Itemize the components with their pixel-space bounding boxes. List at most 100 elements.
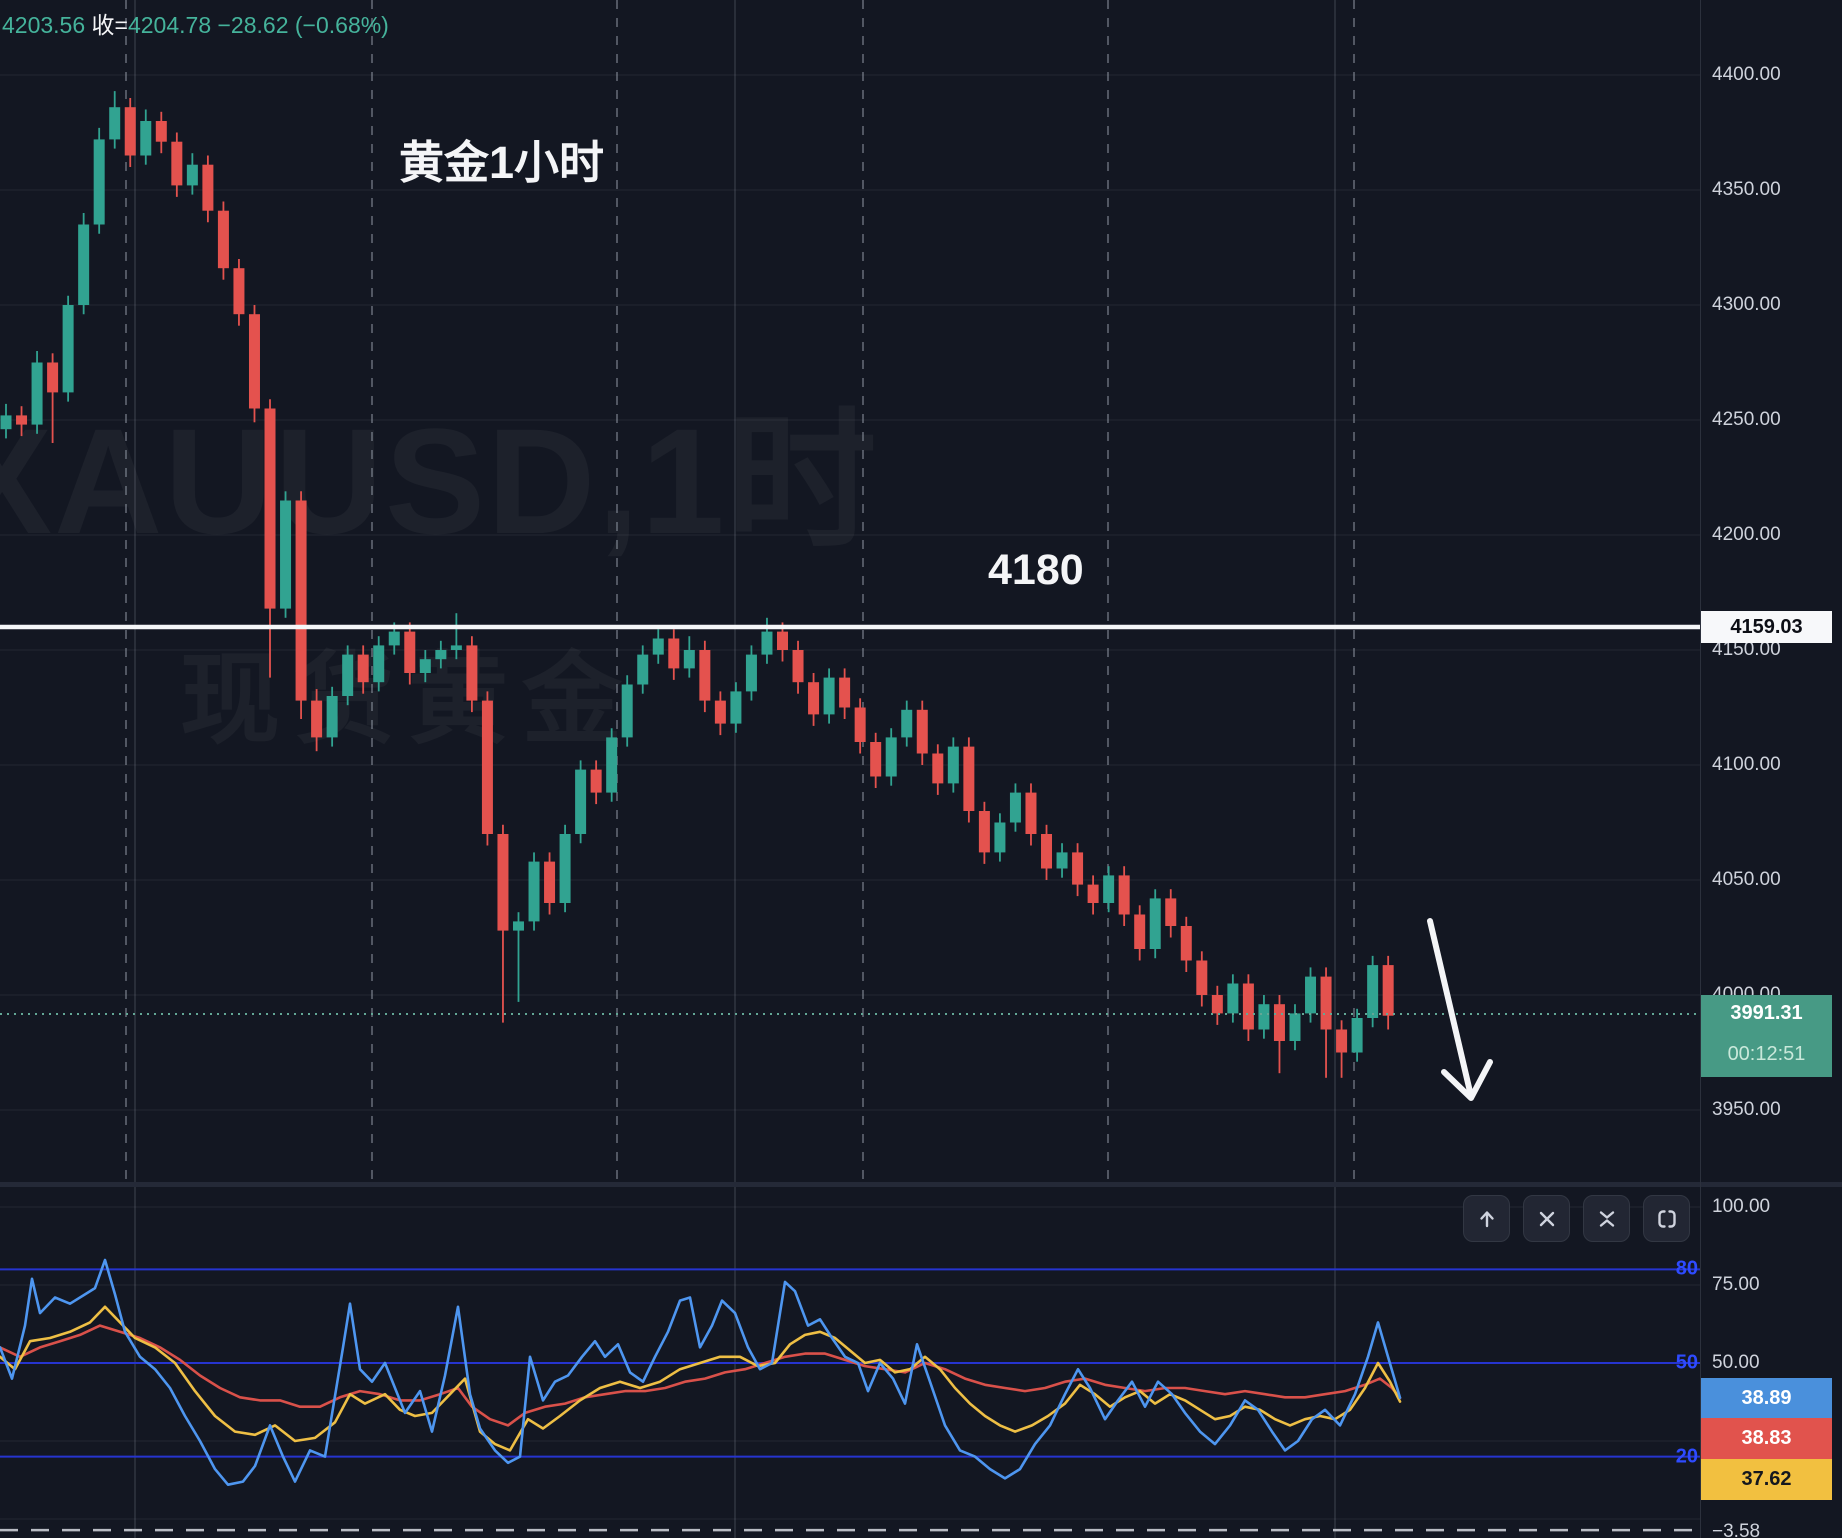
close-icon — [1539, 1211, 1554, 1226]
candle-body — [1258, 1004, 1270, 1030]
candle-body — [808, 682, 820, 715]
candle-body — [217, 210, 229, 269]
candle-body — [1041, 834, 1053, 869]
candle-body — [854, 707, 866, 742]
candle-body — [590, 769, 602, 793]
candle-body — [357, 654, 369, 683]
rsi-fast-blue-line — [0, 1258, 1402, 1486]
candle-body — [1242, 983, 1254, 1030]
indicator-level-label: 50 — [1675, 1351, 1698, 1374]
candle-body — [1273, 1004, 1285, 1041]
candle-body — [637, 654, 649, 685]
candle-body — [466, 645, 478, 701]
candle-body — [714, 700, 726, 724]
candle-body — [792, 650, 804, 683]
candle-body — [1305, 976, 1317, 1014]
candle-body — [481, 700, 493, 834]
candle-body — [202, 164, 214, 211]
ohlc-legend-part: 4204.78 — [127, 12, 218, 38]
candle-body — [373, 645, 385, 683]
candle-body — [606, 737, 618, 793]
candle-body — [1165, 898, 1177, 926]
ohlc-legend-part: −28.62 (−0.68%) — [217, 12, 389, 38]
candle-body — [1025, 792, 1037, 834]
rsi-signal-red-line — [0, 1324, 1402, 1427]
move-pane-up-button[interactable] — [1463, 1195, 1510, 1242]
collapse-pane-button[interactable] — [1583, 1195, 1630, 1242]
price-line-value-badge: 4159.03 — [1701, 611, 1832, 643]
close-pane-button[interactable] — [1523, 1195, 1570, 1242]
candle-body — [885, 737, 897, 777]
indicator-axis-label: −3.58 — [1712, 1521, 1761, 1538]
candle-body — [978, 811, 990, 853]
candle-body — [621, 684, 633, 738]
candle-body — [544, 861, 556, 903]
candle-body — [777, 631, 788, 650]
price-scale-divider — [1700, 0, 1701, 1538]
candle-body — [668, 638, 680, 669]
candle-body — [761, 631, 773, 655]
candle-body — [730, 691, 742, 724]
candle-body — [124, 107, 136, 156]
candle-body — [1367, 965, 1379, 1018]
candle-body — [0, 415, 12, 430]
price-axis-label: 4050.00 — [1712, 869, 1781, 890]
candle-body — [186, 164, 198, 186]
candle-body — [528, 861, 540, 922]
level-text-annotation: 4180 — [988, 546, 1084, 594]
candle-body — [16, 415, 28, 425]
price-axis-label: 4200.00 — [1712, 524, 1781, 545]
candle-body — [404, 631, 416, 673]
candle-body — [1072, 852, 1084, 885]
price-axis-label: 4350.00 — [1712, 179, 1781, 200]
candle-body — [1351, 1018, 1363, 1053]
candle-body — [1009, 792, 1021, 823]
indicator-value-badge-red: 38.83 — [1701, 1418, 1832, 1459]
candle-body — [575, 769, 587, 834]
last-price-badge: 3991.31 — [1701, 995, 1832, 1032]
candle-body — [311, 700, 323, 738]
candle-body — [1180, 926, 1192, 961]
down-arrow-head — [1441, 1059, 1493, 1101]
price-axis-label: 4150.00 — [1712, 639, 1781, 660]
candle-body — [1103, 875, 1115, 903]
candle-body — [342, 654, 354, 696]
candle-body — [994, 822, 1006, 853]
ohlc-legend-part: 4203.56 — [2, 12, 92, 38]
candle-body — [62, 305, 74, 393]
candle-body — [248, 314, 260, 409]
candle-body — [1211, 995, 1223, 1014]
candle-body — [1227, 983, 1239, 1014]
candle-body — [1149, 898, 1161, 949]
candle-body — [264, 408, 276, 609]
symbol-watermark: XAUUSD,1时 — [0, 360, 879, 577]
candle-body — [1134, 914, 1146, 949]
candle-body — [1289, 1013, 1301, 1041]
candle-body — [652, 638, 664, 655]
indicator-pane-toolbar — [1463, 1195, 1690, 1242]
price-axis-label: 3950.00 — [1712, 1099, 1781, 1120]
candle-body — [1382, 965, 1394, 1016]
candle-body — [683, 650, 695, 669]
candle-body — [78, 224, 90, 305]
candle-body — [512, 921, 524, 931]
candle-body — [745, 654, 757, 692]
candle-body — [1056, 852, 1068, 869]
bar-countdown-badge: 00:12:51 — [1701, 1032, 1832, 1077]
maximize-pane-button[interactable] — [1643, 1195, 1690, 1242]
indicator-value-badge-yellow: 37.62 — [1701, 1459, 1832, 1500]
price-axis-label: 4400.00 — [1712, 64, 1781, 85]
candle-body — [932, 753, 944, 784]
candle-body — [497, 834, 509, 931]
candle-body — [1118, 875, 1130, 915]
price-axis-label: 4100.00 — [1712, 754, 1781, 775]
candle-body — [901, 709, 913, 738]
ohlc-legend: 4203.56 收=4204.78 −28.62 (−0.68%) — [2, 6, 389, 40]
collapse-icon — [1599, 1210, 1614, 1227]
candle-body — [233, 268, 245, 315]
chart-title-annotation: 黄金1小时 — [399, 137, 605, 188]
candle-body — [870, 742, 882, 777]
pane-separator[interactable] — [0, 1182, 1842, 1187]
indicator-level-label: 20 — [1675, 1445, 1698, 1468]
